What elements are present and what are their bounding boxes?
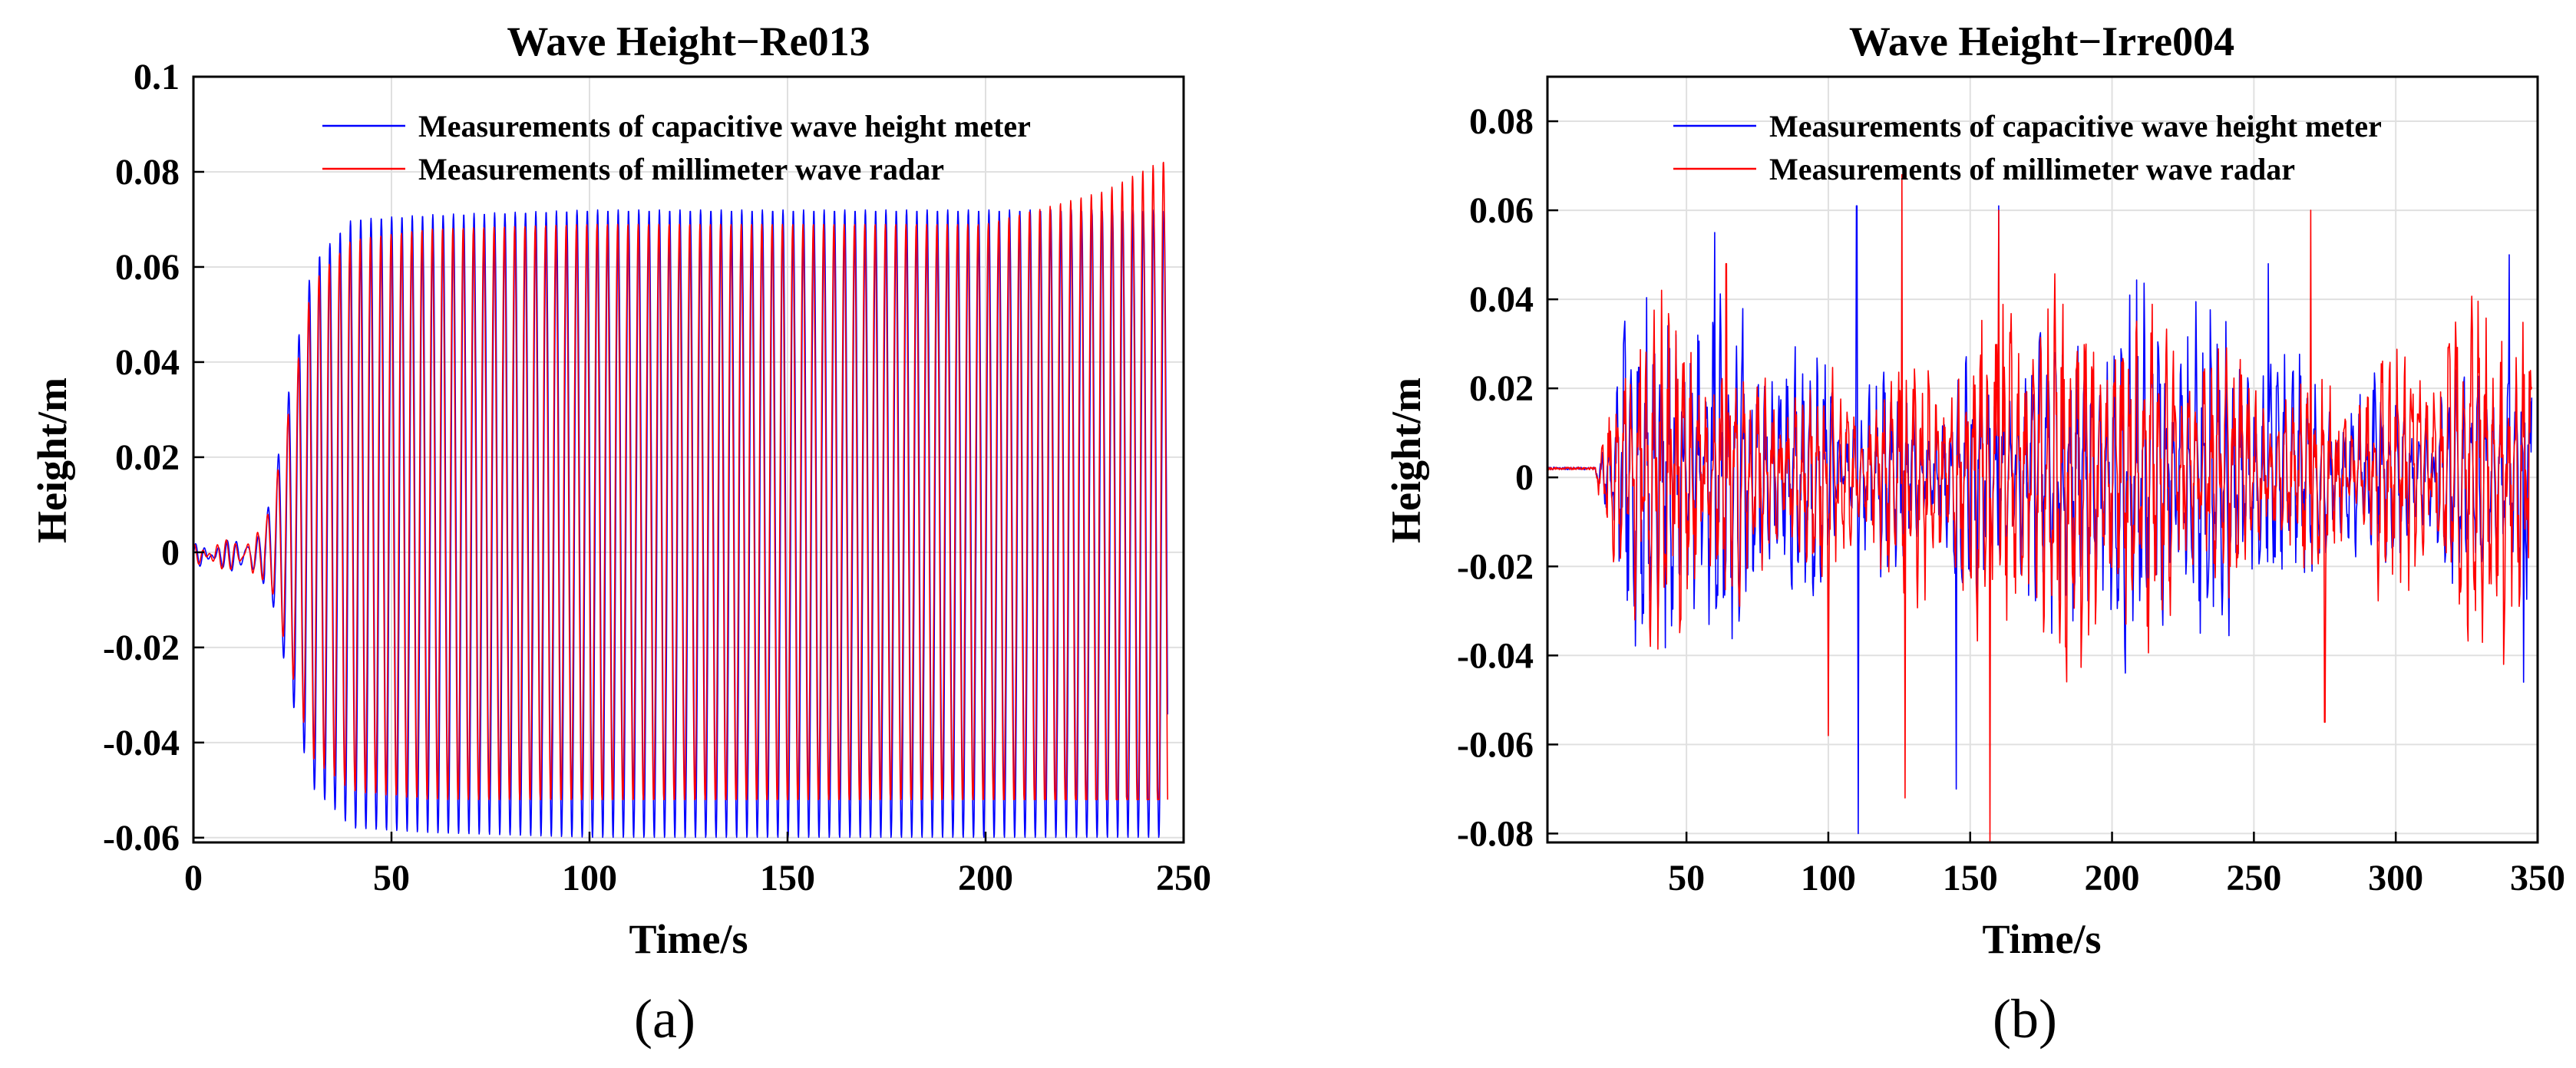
chart-b-legend-radar: Measurements of millimeter wave radar	[1769, 152, 2295, 186]
chart-b-x-label: Time/s	[1982, 916, 2101, 962]
y-tick-label: 0.1	[134, 57, 180, 97]
chart-a-y-ticks: -0.06 -0.04 -0.02 0 0.02 0.04 0.06 0.08 0.1	[103, 57, 204, 859]
series-radar-line	[193, 161, 1168, 800]
y-tick-label: 0.02	[115, 437, 180, 478]
chart-a-x-ticks: 0 50 100 150 200 250	[184, 832, 1211, 898]
x-tick-label: 350	[2510, 858, 2565, 898]
y-tick-label: -0.04	[1457, 635, 1534, 676]
chart-a-legend: Measurements of capacitive wave height m…	[322, 109, 1031, 186]
chart-a-x-label: Time/s	[629, 916, 748, 962]
y-tick-label: -0.08	[1457, 813, 1534, 854]
y-tick-label: 0	[1515, 457, 1534, 498]
series-radar-line	[1547, 173, 2533, 843]
y-tick-label: -0.04	[103, 723, 180, 763]
x-tick-label: 250	[1156, 858, 1211, 898]
series-capacitive-line	[193, 209, 1168, 839]
chart-b-legend-capacitive: Measurements of capacitive wave height m…	[1769, 109, 2382, 143]
y-tick-label: -0.02	[1457, 546, 1534, 587]
chart-b-y-ticks: -0.08 -0.06 -0.04 -0.02 0 0.02 0.04 0.06 0.08	[1457, 101, 1558, 854]
chart-a-legend-radar: Measurements of millimeter wave radar	[418, 152, 944, 186]
chart-b-axes-box	[1546, 75, 2539, 844]
chart-b: 50 100 150 200 250 300 350 -0.08-0.06-0.04-0.0…	[1383, 18, 2565, 962]
x-tick-label: 0	[184, 858, 203, 898]
y-tick-label: 0.08	[1469, 101, 1534, 142]
x-tick-label: 300	[2368, 858, 2423, 898]
x-tick-label: 50	[1668, 858, 1705, 898]
chart-b-x-ticks: 50 100 150 200 250 300 350	[1668, 832, 2565, 898]
chart-b-y-label: Height/m	[1383, 377, 1429, 543]
chart-a-series	[193, 161, 1168, 839]
chart-b-title: Wave Height−Irre004	[1849, 18, 2234, 64]
chart-b-legend: Measurements of capacitive wave height m…	[1673, 109, 2382, 186]
chart-a-axes-box	[192, 75, 1185, 844]
panel-label-b: (b)	[1993, 988, 2057, 1050]
chart-a: 0 50 100 150 200 250 -0.06 -0.04 -0.02 0 0.02 0.04…	[29, 18, 1211, 962]
chart-a-legend-capacitive: Measurements of capacitive wave height m…	[418, 109, 1031, 143]
x-tick-label: 250	[2226, 858, 2281, 898]
x-tick-label: 150	[760, 858, 815, 898]
x-tick-label: 100	[562, 858, 617, 898]
x-tick-label: 100	[1801, 858, 1856, 898]
y-tick-label: -0.06	[1457, 724, 1534, 765]
y-tick-label: -0.06	[103, 818, 180, 859]
y-tick-label: 0.06	[1469, 190, 1534, 231]
y-tick-label: 0.08	[115, 152, 180, 193]
panel-label-a: (a)	[634, 988, 695, 1050]
x-tick-label: 150	[1943, 858, 1998, 898]
y-tick-label: 0.02	[1469, 368, 1534, 409]
y-tick-label: 0.06	[115, 247, 180, 288]
y-tick-label: 0	[161, 532, 180, 573]
chart-a-y-label: Height/m	[29, 377, 75, 543]
y-tick-label: 0.04	[1469, 279, 1534, 320]
x-tick-label: 200	[2085, 858, 2140, 898]
chart-b-series	[1547, 173, 2533, 843]
y-tick-label: -0.02	[103, 628, 180, 668]
x-tick-label: 50	[373, 858, 410, 898]
x-tick-label: 200	[958, 858, 1013, 898]
chart-a-title: Wave Height−Re013	[507, 18, 870, 64]
series-capacitive-line	[1547, 205, 2533, 835]
y-tick-label: 0.04	[115, 342, 180, 383]
